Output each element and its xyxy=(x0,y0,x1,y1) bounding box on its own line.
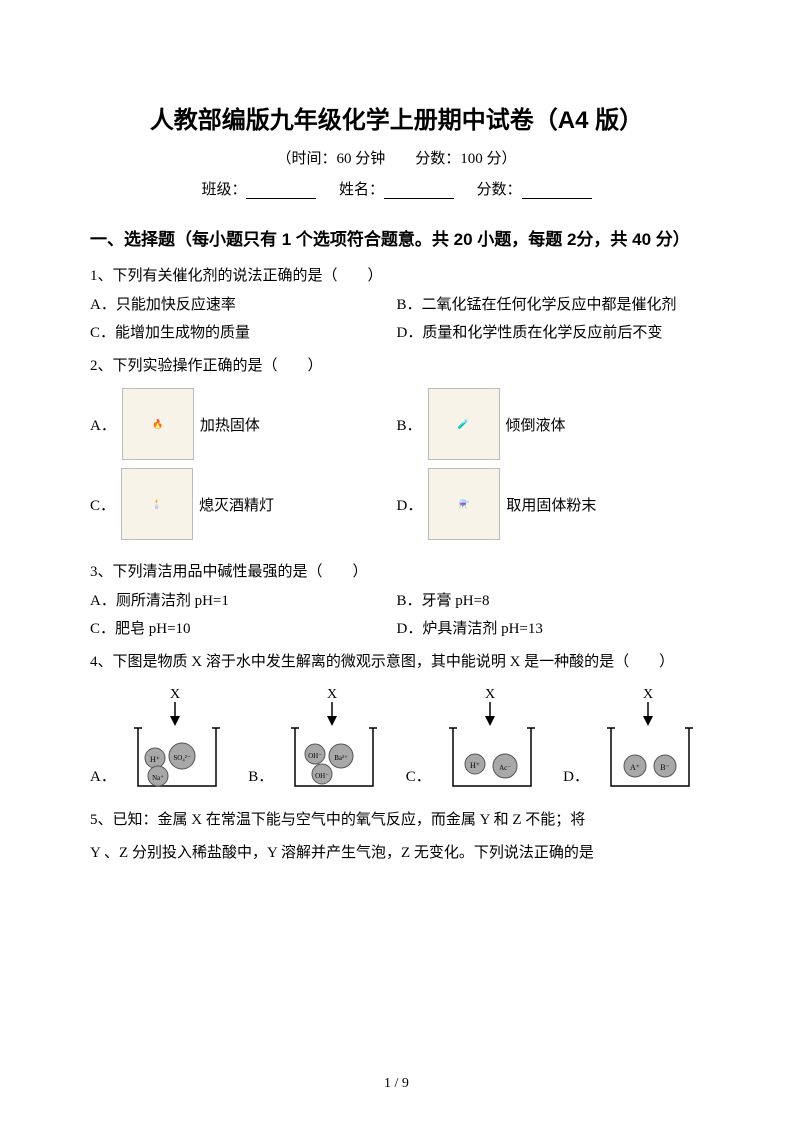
q4-a-letter: A． xyxy=(90,765,116,786)
svg-text:X: X xyxy=(170,687,180,702)
beaker-b-icon: X OH⁻ Ba²⁺ OH⁻ xyxy=(277,686,387,796)
svg-text:OH⁻: OH⁻ xyxy=(308,752,322,760)
svg-text:H⁺: H⁺ xyxy=(150,755,160,764)
q3-row1: A．厕所清洁剂 pH=1 B．牙膏 pH=8 xyxy=(90,587,703,616)
svg-text:SO₄²⁻: SO₄²⁻ xyxy=(173,754,190,762)
q2-opt-c: C． 🕯️ 熄灭酒精灯 xyxy=(90,468,397,540)
doc-title: 人教部编版九年级化学上册期中试卷（A4 版） xyxy=(90,100,703,135)
name-blank[interactable] xyxy=(384,182,454,199)
svg-text:B⁻: B⁻ xyxy=(660,763,670,772)
svg-text:X: X xyxy=(327,687,337,702)
q3-opt-c: C．肥皂 pH=10 xyxy=(90,615,397,644)
beaker-a-icon: X H⁺ SO₄²⁻ Na⁺ xyxy=(120,686,230,796)
q2-d-text: 取用固体粉末 xyxy=(506,494,596,515)
score-blank[interactable] xyxy=(522,182,592,199)
doc-subtitle: （时间：60 分钟 分数：100 分） xyxy=(90,147,703,168)
q2-a-letter: A． xyxy=(90,414,116,435)
beaker-d-icon: X A⁺ B⁻ xyxy=(593,686,703,796)
page: 人教部编版九年级化学上册期中试卷（A4 版） （时间：60 分钟 分数：100 … xyxy=(0,0,793,1122)
q2-c-text: 熄灭酒精灯 xyxy=(199,494,274,515)
q4-opt-c: C． X H⁺ Ac⁻ xyxy=(406,686,545,796)
svg-text:H⁺: H⁺ xyxy=(470,761,480,770)
q1-opt-c: C．能增加生成物的质量 xyxy=(90,319,397,348)
q2-opt-a: A． 🔥 加热固体 xyxy=(90,388,397,460)
ion-group: H⁺ Ac⁻ xyxy=(465,754,517,778)
q4-c-letter: C． xyxy=(406,765,431,786)
q2-c-letter: C． xyxy=(90,494,115,515)
name-label: 姓名： xyxy=(339,182,384,198)
q2-opt-b: B． 🧪 倾倒液体 xyxy=(397,388,704,460)
heating-solid-icon: 🔥 xyxy=(122,388,194,460)
svg-text:OH⁻: OH⁻ xyxy=(315,772,329,780)
q3-row2: C．肥皂 pH=10 D．炉具清洁剂 pH=13 xyxy=(90,615,703,644)
svg-text:Ba²⁺: Ba²⁺ xyxy=(334,754,348,762)
info-blanks-row: 班级： 姓名： 分数： xyxy=(90,178,703,199)
section-1-header: 一、选择题（每小题只有 1 个选项符合题意。共 20 小题，每题 2分，共 40… xyxy=(90,221,703,258)
q4-opt-b: B． X OH⁻ Ba²⁺ OH⁻ xyxy=(248,686,387,796)
beaker-c-icon: X H⁺ Ac⁻ xyxy=(435,686,545,796)
score-label: 分数： xyxy=(477,182,522,198)
q1-stem: 1、下列有关催化剂的说法正确的是（ ） xyxy=(90,262,703,291)
q1-row1: A．只能加快反应速率 B．二氧化锰在任何化学反应中都是催化剂 xyxy=(90,291,703,320)
svg-text:Na⁺: Na⁺ xyxy=(152,774,164,782)
ion-group: A⁺ B⁻ xyxy=(624,755,676,777)
q1-opt-a: A．只能加快反应速率 xyxy=(90,291,397,320)
q1-opt-d: D．质量和化学性质在化学反应前后不变 xyxy=(397,319,704,348)
q5-line1: 5、已知：金属 X 在常温下能与空气中的氧气反应，而金属 Y 和 Z 不能；将 xyxy=(90,806,703,835)
ion-group: H⁺ SO₄²⁻ Na⁺ xyxy=(145,743,195,786)
q4-opt-a: A． X H⁺ SO₄²⁻ Na⁺ xyxy=(90,686,230,796)
svg-text:A⁺: A⁺ xyxy=(630,763,640,772)
svg-text:X: X xyxy=(643,687,653,702)
q1-opt-b: B．二氧化锰在任何化学反应中都是催化剂 xyxy=(397,291,704,320)
q2-row1: A． 🔥 加热固体 B． 🧪 倾倒液体 xyxy=(90,388,703,460)
svg-text:X: X xyxy=(485,687,495,702)
q3-opt-b: B．牙膏 pH=8 xyxy=(397,587,704,616)
class-label: 班级： xyxy=(201,182,246,198)
extinguish-lamp-icon: 🕯️ xyxy=(121,468,193,540)
q4-d-letter: D． xyxy=(563,765,589,786)
q5-line2: Y 、Z 分别投入稀盐酸中，Y 溶解并产生气泡，Z 无变化。下列说法正确的是 xyxy=(90,839,703,868)
q4-stem: 4、下图是物质 X 溶于水中发生解离的微观示意图，其中能说明 X 是一种酸的是（… xyxy=(90,648,703,677)
q2-a-text: 加热固体 xyxy=(200,414,260,435)
q2-d-letter: D． xyxy=(397,494,423,515)
class-blank[interactable] xyxy=(246,182,316,199)
ion-group: OH⁻ Ba²⁺ OH⁻ xyxy=(305,744,353,784)
q3-opt-a: A．厕所清洁剂 pH=1 xyxy=(90,587,397,616)
svg-text:Ac⁻: Ac⁻ xyxy=(499,764,511,772)
q3-opt-d: D．炉具清洁剂 pH=13 xyxy=(397,615,704,644)
scoop-solid-icon: ⚗️ xyxy=(428,468,500,540)
q2-b-text: 倾倒液体 xyxy=(506,414,566,435)
q4-beaker-row: A． X H⁺ SO₄²⁻ Na⁺ B． X OH⁻ xyxy=(90,686,703,796)
q4-opt-d: D． X A⁺ B⁻ xyxy=(563,686,703,796)
page-number: 1 / 9 xyxy=(0,1076,793,1092)
q2-stem: 2、下列实验操作正确的是（ ） xyxy=(90,352,703,381)
q2-row2: C． 🕯️ 熄灭酒精灯 D． ⚗️ 取用固体粉末 xyxy=(90,468,703,540)
q2-opt-d: D． ⚗️ 取用固体粉末 xyxy=(397,468,704,540)
pouring-liquid-icon: 🧪 xyxy=(428,388,500,460)
q1-row2: C．能增加生成物的质量 D．质量和化学性质在化学反应前后不变 xyxy=(90,319,703,348)
q2-b-letter: B． xyxy=(397,414,422,435)
q3-stem: 3、下列清洁用品中碱性最强的是（ ） xyxy=(90,558,703,587)
q4-b-letter: B． xyxy=(248,765,273,786)
